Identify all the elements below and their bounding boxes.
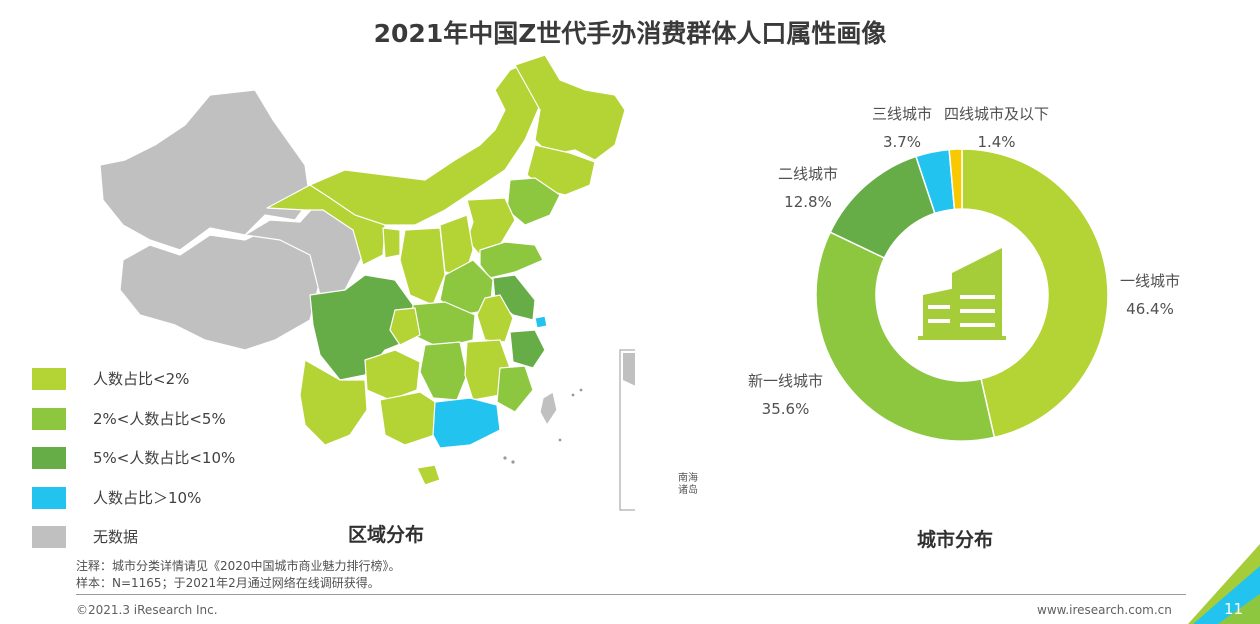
slice-label-new-tier1: 新一线城市 35.6% xyxy=(748,372,824,418)
page-number: 11 xyxy=(1224,600,1244,618)
legend-item: 2%<人数占比<5% xyxy=(32,407,235,448)
region-jilin xyxy=(526,144,596,196)
region-shanghai xyxy=(534,315,548,329)
building-icon xyxy=(918,248,1006,340)
footer-url[interactable]: www.iresearch.com.cn xyxy=(1037,603,1172,617)
footer-divider xyxy=(76,594,1186,595)
footer-copyright: ©2021.3 iResearch Inc. xyxy=(76,603,218,617)
region-yunnan xyxy=(299,359,368,446)
map-legend: 人数占比<2% 2%<人数占比<5% 5%<人数占比<10% 人数占比＞10% … xyxy=(32,368,235,566)
legend-label: 人数占比＞10% xyxy=(93,488,202,507)
region-guizhou xyxy=(364,349,421,401)
legend-swatch xyxy=(32,486,66,509)
inset-label: 南海 诸岛 xyxy=(678,473,698,496)
region-chongqing xyxy=(389,307,421,346)
map-title: 区域分布 xyxy=(348,524,425,546)
legend-swatch xyxy=(32,526,66,548)
region-hainan xyxy=(416,464,441,486)
slice-label-tier2: 二线城市 12.8% xyxy=(778,165,839,211)
slice-tier4 xyxy=(948,148,963,211)
region-xinjiang xyxy=(99,89,311,251)
donut-title: 城市分布 xyxy=(917,529,994,551)
region-anhui xyxy=(476,294,514,343)
region-guangxi xyxy=(379,391,441,446)
legend-label: 5%<人数占比<10% xyxy=(93,449,236,467)
region-fujian xyxy=(496,365,534,413)
region-heilongjiang xyxy=(514,54,626,161)
page-title: 2021年中国Z世代手办消费群体人口属性画像 xyxy=(373,19,887,48)
slice-tier1 xyxy=(961,148,1109,439)
region-tibet xyxy=(119,227,321,351)
slice-label-tier4: 四线城市及以下 1.4% xyxy=(944,105,1050,151)
legend-swatch xyxy=(32,407,66,430)
region-shaanxi xyxy=(399,227,446,306)
region-guangdong xyxy=(432,397,501,449)
legend-label: 2%<人数占比<5% xyxy=(93,409,226,428)
china-region-map xyxy=(99,54,635,511)
region-taiwan xyxy=(539,391,558,426)
legend-item: 人数占比<2% xyxy=(32,368,235,408)
legend-label: 人数占比<2% xyxy=(93,370,190,388)
south-china-sea-inset xyxy=(619,349,635,511)
note-line-1: 注释：城市分类详情请见《2020中国城市商业魅力排行榜》。 xyxy=(76,559,401,573)
legend-item: 无数据 xyxy=(32,526,235,566)
city-distribution-donut xyxy=(815,148,1109,442)
slice-new-tier1 xyxy=(815,231,996,442)
legend-swatch xyxy=(32,368,66,390)
corner-decoration xyxy=(1188,544,1260,624)
region-sichuan xyxy=(309,274,414,381)
legend-item: 5%<人数占比<10% xyxy=(32,447,235,487)
slice-label-tier1: 一线城市 46.4% xyxy=(1120,272,1181,318)
legend-label: 无数据 xyxy=(93,528,139,546)
region-zhejiang xyxy=(509,329,546,369)
region-shandong xyxy=(479,241,544,279)
region-ningxia xyxy=(382,227,401,259)
legend-swatch xyxy=(32,447,66,469)
region-hunan xyxy=(419,341,468,401)
legend-item: 人数占比＞10% xyxy=(32,486,235,527)
note-line-2: 样本：N=1165；于2021年2月通过网络在线调研获得。 xyxy=(76,576,380,590)
slice-label-tier3: 三线城市 3.7% xyxy=(872,105,933,151)
